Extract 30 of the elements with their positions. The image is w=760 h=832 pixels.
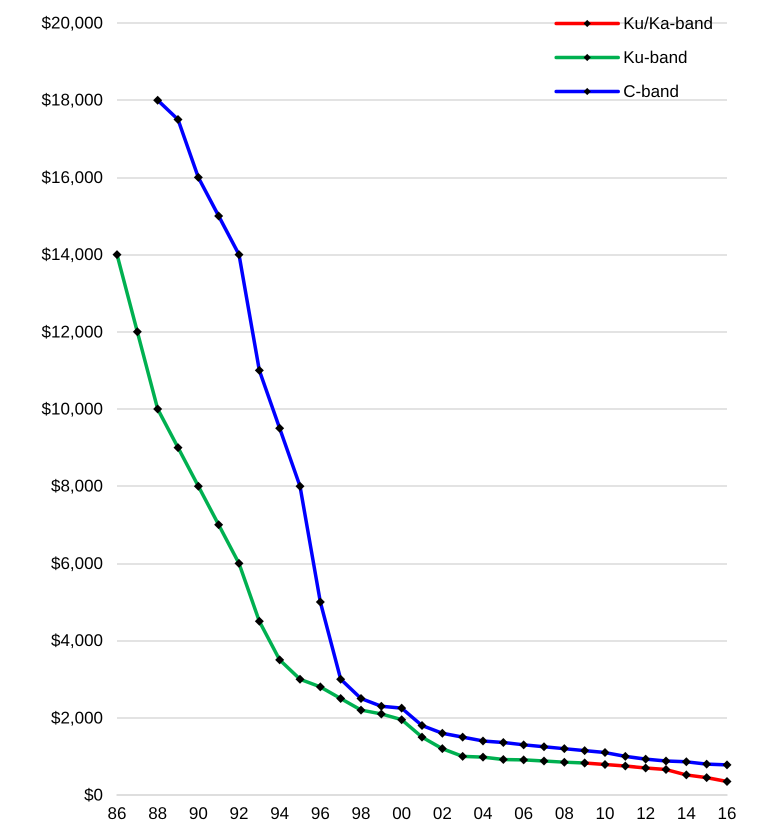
x-tick-label: 14: [676, 804, 696, 823]
legend-label: Ku-band: [623, 48, 688, 67]
x-tick-label: 94: [270, 804, 290, 823]
x-tick-label: 04: [474, 804, 492, 823]
x-tick-label: 02: [432, 804, 452, 823]
y-tick-label: $2,000: [51, 708, 103, 728]
x-tick-label: 16: [718, 804, 736, 823]
y-tick-label: $6,000: [51, 554, 103, 573]
legend-label: C-band: [623, 82, 679, 101]
x-tick-label: 96: [310, 804, 330, 823]
x-tick-label: 06: [514, 804, 534, 823]
y-tick-label: $8,000: [51, 476, 103, 496]
x-tick-label: 12: [636, 804, 656, 823]
x-tick-label: 90: [188, 804, 208, 823]
x-tick-label: 98: [352, 804, 370, 823]
x-tick-label: 92: [230, 804, 248, 823]
x-tick-label: 88: [148, 804, 168, 823]
x-tick-label: 10: [596, 804, 614, 823]
y-tick-label: $10,000: [42, 400, 103, 418]
x-tick-label: 08: [554, 804, 574, 823]
y-tick-label: $18,000: [42, 90, 103, 110]
x-tick-label: 00: [392, 804, 412, 823]
x-tick-label: 86: [108, 804, 126, 823]
y-tick-label: $20,000: [42, 14, 103, 32]
legend-label: Ku/Ka-band: [623, 14, 714, 33]
y-tick-label: $12,000: [42, 322, 103, 342]
y-tick-label: $14,000: [42, 245, 103, 264]
y-tick-label: $4,000: [51, 631, 103, 650]
y-tick-label: $0: [84, 786, 103, 804]
y-tick-label: $16,000: [42, 168, 103, 187]
